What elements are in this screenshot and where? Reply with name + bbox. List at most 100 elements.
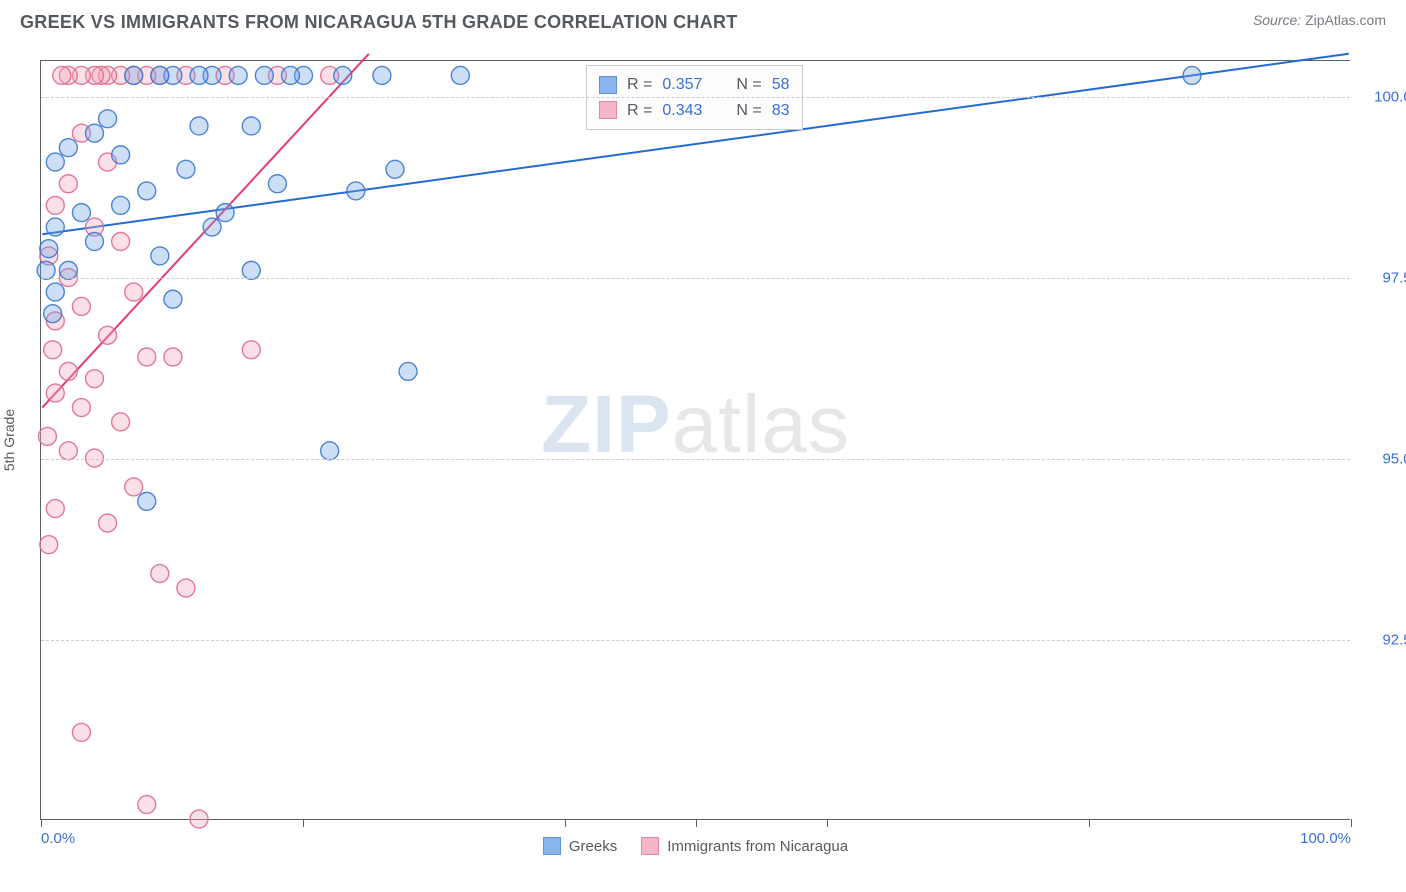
point-nicaragua: [86, 370, 104, 388]
gridline-h: [41, 97, 1350, 98]
source-label: Source: ZipAtlas.com: [1253, 12, 1386, 28]
stats-row-greeks: R = 0.357 N = 58: [599, 72, 790, 98]
point-nicaragua: [59, 442, 77, 460]
point-greeks: [164, 290, 182, 308]
r-value-nicaragua: 0.343: [662, 98, 702, 124]
point-nicaragua: [53, 66, 71, 84]
point-greeks: [112, 196, 130, 214]
n-label: N =: [736, 72, 761, 98]
point-greeks: [138, 492, 156, 510]
point-greeks: [151, 247, 169, 265]
point-greeks: [190, 66, 208, 84]
point-greeks: [125, 66, 143, 84]
point-nicaragua: [99, 514, 117, 532]
point-nicaragua: [242, 341, 260, 359]
point-nicaragua: [190, 810, 208, 828]
point-nicaragua: [138, 796, 156, 814]
point-nicaragua: [125, 478, 143, 496]
swatch-greeks: [599, 76, 617, 94]
point-greeks: [46, 218, 64, 236]
y-tick-label: 95.0%: [1355, 451, 1406, 468]
point-nicaragua: [151, 565, 169, 583]
point-nicaragua: [72, 399, 90, 417]
point-greeks: [86, 232, 104, 250]
point-greeks: [334, 66, 352, 84]
n-label: N =: [736, 98, 761, 124]
point-greeks: [203, 218, 221, 236]
legend-item-greeks: Greeks: [543, 837, 617, 855]
point-greeks: [386, 160, 404, 178]
point-greeks: [151, 66, 169, 84]
point-greeks: [44, 305, 62, 323]
y-tick-label: 92.5%: [1355, 632, 1406, 649]
legend-swatch-greeks: [543, 837, 561, 855]
point-greeks: [86, 124, 104, 142]
legend-label-greeks: Greeks: [569, 838, 617, 855]
r-value-greeks: 0.357: [662, 72, 702, 98]
point-greeks: [399, 362, 417, 380]
point-greeks: [46, 153, 64, 171]
point-nicaragua: [99, 326, 117, 344]
gridline-h: [41, 459, 1350, 460]
y-axis-label: 5th Grade: [1, 409, 17, 471]
point-nicaragua: [46, 196, 64, 214]
chart-plot-area: 5th Grade ZIPatlas R = 0.357N = 58R = 0.…: [40, 60, 1350, 820]
n-value-greeks: 58: [772, 72, 790, 98]
point-nicaragua: [72, 723, 90, 741]
source-value: ZipAtlas.com: [1305, 12, 1386, 28]
point-greeks: [177, 160, 195, 178]
chart-title: GREEK VS IMMIGRANTS FROM NICARAGUA 5TH G…: [20, 12, 738, 33]
x-tick-mark: [1351, 819, 1352, 827]
point-greeks: [373, 66, 391, 84]
point-greeks: [46, 283, 64, 301]
swatch-nicaragua: [599, 101, 617, 119]
r-label: R =: [627, 72, 652, 98]
x-tick-label: 100.0%: [1300, 830, 1351, 847]
point-greeks: [216, 204, 234, 222]
y-tick-label: 100.0%: [1355, 89, 1406, 106]
legend-swatch-nicaragua: [641, 837, 659, 855]
point-nicaragua: [46, 384, 64, 402]
point-greeks: [242, 117, 260, 135]
point-greeks: [347, 182, 365, 200]
point-greeks: [281, 66, 299, 84]
point-greeks: [72, 204, 90, 222]
point-greeks: [138, 182, 156, 200]
point-nicaragua: [138, 348, 156, 366]
point-nicaragua: [46, 500, 64, 518]
x-tick-mark: [827, 819, 828, 827]
point-greeks: [112, 146, 130, 164]
point-nicaragua: [38, 427, 56, 445]
point-greeks: [40, 240, 58, 258]
x-tick-mark: [696, 819, 697, 827]
point-nicaragua: [112, 413, 130, 431]
point-greeks: [1183, 66, 1201, 84]
point-nicaragua: [112, 232, 130, 250]
legend: Greeks Immigrants from Nicaragua: [41, 837, 1350, 855]
point-nicaragua: [72, 297, 90, 315]
point-greeks: [59, 139, 77, 157]
point-nicaragua: [177, 579, 195, 597]
x-tick-label: 0.0%: [41, 830, 75, 847]
gridline-h: [41, 640, 1350, 641]
point-greeks: [99, 110, 117, 128]
point-nicaragua: [59, 175, 77, 193]
point-greeks: [451, 66, 469, 84]
point-greeks: [190, 117, 208, 135]
point-nicaragua: [164, 348, 182, 366]
legend-label-nicaragua: Immigrants from Nicaragua: [667, 838, 848, 855]
point-greeks: [229, 66, 247, 84]
point-nicaragua: [40, 536, 58, 554]
point-greeks: [255, 66, 273, 84]
point-nicaragua: [44, 341, 62, 359]
y-tick-label: 97.5%: [1355, 270, 1406, 287]
point-nicaragua: [59, 362, 77, 380]
point-greeks: [268, 175, 286, 193]
scatter-svg: [41, 61, 1350, 819]
x-tick-mark: [303, 819, 304, 827]
point-greeks: [321, 442, 339, 460]
legend-item-nicaragua: Immigrants from Nicaragua: [641, 837, 848, 855]
x-tick-mark: [1089, 819, 1090, 827]
r-label: R =: [627, 98, 652, 124]
point-nicaragua: [125, 283, 143, 301]
